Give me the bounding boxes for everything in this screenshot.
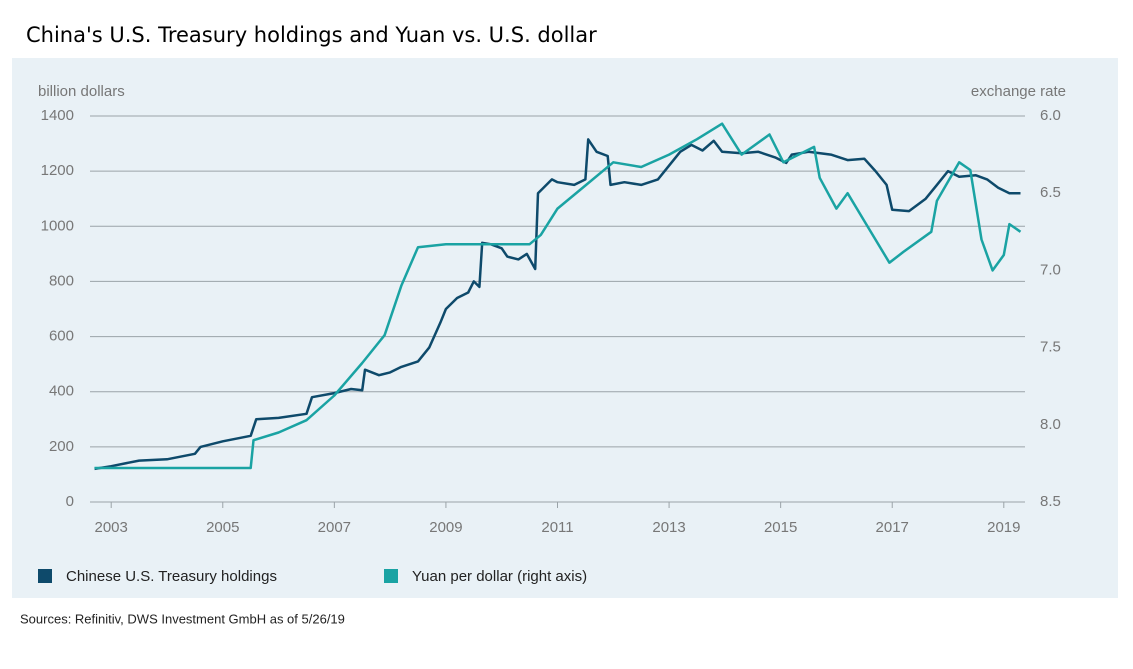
x-tick-label: 2013: [652, 519, 685, 536]
y-axis-label: billion dollars: [38, 83, 125, 100]
x-tick-label: 2009: [429, 519, 462, 536]
series-line: [94, 122, 1022, 470]
plot-panel: [12, 58, 1118, 598]
x-tick-label: 2007: [318, 519, 351, 536]
x-tick-label: 2011: [541, 519, 573, 536]
y-tick-label: 1000: [41, 217, 74, 234]
y2-tick-label: 6.0: [1040, 107, 1061, 124]
x-tick-label: 2019: [987, 519, 1020, 536]
y2-tick-label: 6.5: [1040, 184, 1061, 201]
y2-tick-label: 7.0: [1040, 261, 1061, 278]
y-tick-label: 1400: [41, 107, 74, 124]
y-tick-label: 400: [49, 383, 74, 400]
legend-label: Yuan per dollar (right axis): [412, 568, 587, 585]
y-tick-label: 200: [49, 438, 74, 455]
source: Sources: Refinitiv, DWS Investment GmbH …: [20, 611, 345, 626]
legend-label: Chinese U.S. Treasury holdings: [66, 568, 277, 585]
legend-swatch: [384, 569, 398, 583]
x-tick-label: 2003: [95, 519, 128, 536]
y2-tick-label: 7.5: [1040, 339, 1061, 356]
legend-swatch: [38, 569, 52, 583]
x-tick-label: 2017: [876, 519, 909, 536]
y-tick-label: 0: [66, 493, 74, 510]
y2-axis-label: exchange rate: [971, 83, 1066, 100]
x-tick-label: 2015: [764, 519, 797, 536]
y2-tick-label: 8.5: [1040, 493, 1061, 510]
y2-tick-label: 8.0: [1040, 416, 1061, 433]
y-tick-label: 600: [49, 328, 74, 345]
y-tick-label: 1200: [41, 162, 74, 179]
chart-title: China's U.S. Treasury holdings and Yuan …: [26, 23, 597, 47]
y-tick-label: 800: [49, 272, 74, 289]
x-tick-label: 2005: [206, 519, 239, 536]
